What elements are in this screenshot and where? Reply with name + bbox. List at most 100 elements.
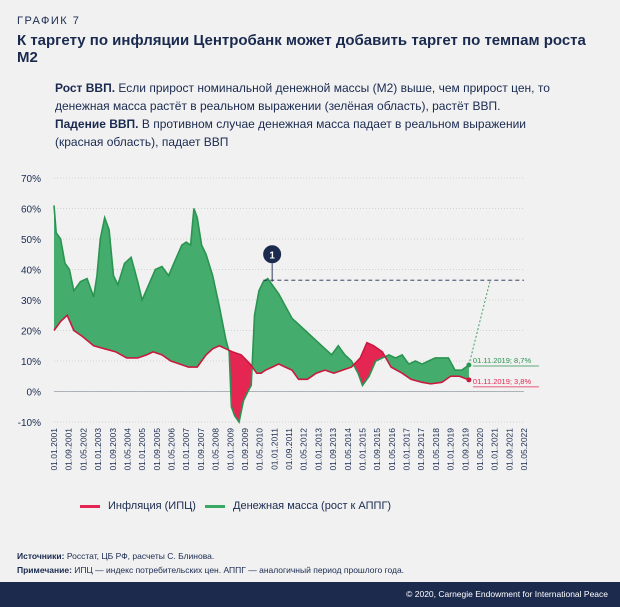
x-tick-group: 01.05.2006 [167, 428, 177, 471]
x-tick-group: 01.01.2011 [269, 428, 279, 470]
x-tick-label: 01.01.2019 [446, 428, 456, 471]
x-tick-group: 01.05.2004 [122, 428, 132, 471]
legend-money-label: Денежная масса (рост к АППГ) [233, 500, 392, 512]
y-tick-label: -10% [18, 418, 41, 429]
x-tick-group: 01.05.2008 [211, 428, 221, 471]
y-tick-label: 30% [21, 296, 41, 307]
figure-title: К таргету по инфляции Центробанк может д… [17, 32, 586, 66]
x-tick-group: 01.01.2017 [402, 428, 412, 471]
x-tick-label: 01.01.2015 [357, 428, 367, 471]
note-label: Примечание: [17, 565, 72, 575]
x-tick-label: 01.09.2009 [240, 428, 250, 471]
footer-bar: © 2020, Carnegie Endowment for Internati… [0, 582, 620, 607]
inflation-annotation: 01.11.2019; 3,8% [473, 377, 532, 386]
note-growth-text: Если прирост номинальной денежной массы … [55, 81, 550, 113]
note-text: ИПЦ — индекс потребительских цен. АППГ —… [74, 565, 405, 575]
x-tick-label: 01.05.2004 [122, 428, 132, 471]
x-tick-label: 01.01.2005 [137, 428, 147, 471]
note-line: Примечание: ИПЦ — индекс потребительских… [17, 563, 607, 577]
x-tick-label: 01.01.2007 [181, 428, 191, 471]
real-money-decline-area [228, 350, 253, 422]
x-tick-group: 01.09.2021 [504, 428, 514, 471]
x-tick-group: 01.09.2005 [152, 428, 162, 471]
x-tick-label: 01.09.2017 [416, 428, 426, 471]
legend-inflation-label: Инфляция (ИПЦ) [108, 500, 196, 512]
sources-text: Росстат, ЦБ РФ, расчеты С. Блинова. [66, 551, 215, 561]
x-tick-label: 01.01.2001 [49, 428, 59, 471]
x-tick-label: 01.05.2012 [299, 428, 309, 471]
x-tick-group: 01.01.2021 [490, 428, 500, 471]
y-tick-label: 0% [27, 388, 42, 399]
x-tick-group: 01.05.2022 [519, 428, 529, 471]
x-tick-label: 01.05.2008 [211, 428, 221, 471]
y-tick-label: 50% [21, 235, 41, 246]
x-tick-label: 01.09.2011 [284, 428, 294, 470]
x-tick-label: 01.01.2021 [490, 428, 500, 471]
sources-label: Источники: [17, 551, 65, 561]
x-tick-label: 01.05.2018 [431, 428, 441, 471]
y-tick-label: 20% [21, 327, 41, 338]
x-tick-group: 01.09.2001 [64, 428, 74, 471]
x-tick-group: 01.05.2010 [255, 428, 265, 471]
sources-line: Источники: Росстат, ЦБ РФ, расчеты С. Бл… [17, 549, 607, 563]
x-tick-group: 01.01.2005 [137, 428, 147, 471]
legend-inflation: Инфляция (ИПЦ) [80, 500, 196, 512]
x-tick-group: 01.05.2002 [78, 428, 88, 471]
y-tick-label: 60% [21, 205, 41, 216]
x-tick-group: 01.01.2007 [181, 428, 191, 471]
x-tick-group: 01.05.2016 [387, 428, 397, 471]
marker-circle [263, 245, 282, 264]
x-tick-group: 01.01.2003 [93, 428, 103, 471]
note-growth: Рост ВВП. Если прирост номинальной денеж… [55, 79, 575, 115]
x-tick-label: 01.09.2003 [108, 428, 118, 471]
projection-line [468, 280, 491, 366]
x-tick-label: 01.01.2009 [225, 428, 235, 471]
x-tick-label: 01.01.2003 [93, 428, 103, 471]
x-tick-label: 01.05.2014 [343, 428, 353, 471]
x-tick-group: 01.01.2009 [225, 428, 235, 471]
legend-money: Денежная масса (рост к АППГ) [205, 500, 391, 512]
x-tick-group: 01.09.2015 [372, 428, 382, 471]
x-tick-label: 01.09.2007 [196, 428, 206, 471]
footer-copyright: © 2020, Carnegie Endowment for Internati… [406, 589, 608, 599]
x-tick-group: 01.09.2017 [416, 428, 426, 471]
x-tick-group: 01.09.2007 [196, 428, 206, 471]
x-tick-group: 01.09.2011 [284, 428, 294, 470]
real-money-growth-area [385, 354, 469, 384]
real-money-growth-area [54, 205, 229, 368]
x-tick-label: 01.05.2010 [255, 428, 265, 471]
x-tick-label: 01.05.2006 [167, 428, 177, 471]
x-tick-label: 01.09.2013 [328, 428, 338, 471]
x-tick-group: 01.09.2003 [108, 428, 118, 471]
x-tick-label: 01.01.2013 [313, 428, 323, 471]
inflation-endpoint [466, 377, 472, 383]
legend-inflation-swatch [80, 504, 100, 508]
y-tick-label: 70% [21, 174, 41, 185]
money-endpoint [466, 362, 472, 368]
x-tick-group: 01.05.2012 [299, 428, 309, 471]
chart: -10% 0% 10% 20% 30% 40% 50% 60% 70% 1 01.11.2019; … [18, 174, 539, 471]
figure-label: ГРАФИК 7 [17, 15, 81, 27]
legend-money-swatch [205, 504, 225, 508]
x-tick-label: 01.09.2001 [64, 428, 74, 471]
x-tick-label: 01.05.2020 [475, 428, 485, 471]
x-tick-label: 01.09.2015 [372, 428, 382, 471]
x-tick-label: 01.01.2017 [402, 428, 412, 471]
sources-block: Источники: Росстат, ЦБ РФ, расчеты С. Бл… [17, 549, 607, 577]
x-tick-group: 01.09.2009 [240, 428, 250, 471]
note-decline-lead: Падение ВВП. [55, 117, 139, 131]
money-annotation: 01.11.2019; 8,7% [473, 356, 532, 365]
x-tick-group: 01.01.2019 [446, 428, 456, 471]
x-tick-group: 01.05.2020 [475, 428, 485, 471]
y-tick-label: 40% [21, 266, 41, 277]
note-decline-text: В противном случае денежная масса падает… [55, 117, 527, 149]
x-tick-label: 01.09.2019 [460, 428, 470, 471]
note-decline: Падение ВВП. В противном случае денежная… [55, 115, 575, 151]
x-tick-label: 01.05.2016 [387, 428, 397, 471]
real-money-decline-area [353, 342, 386, 386]
x-tick-group: 01.09.2013 [328, 428, 338, 471]
inflation-line [53, 313, 470, 385]
x-tick-label: 01.09.2005 [152, 428, 162, 471]
x-tick-label: 01.05.2002 [78, 428, 88, 471]
x-tick-group: 01.09.2019 [460, 428, 470, 471]
